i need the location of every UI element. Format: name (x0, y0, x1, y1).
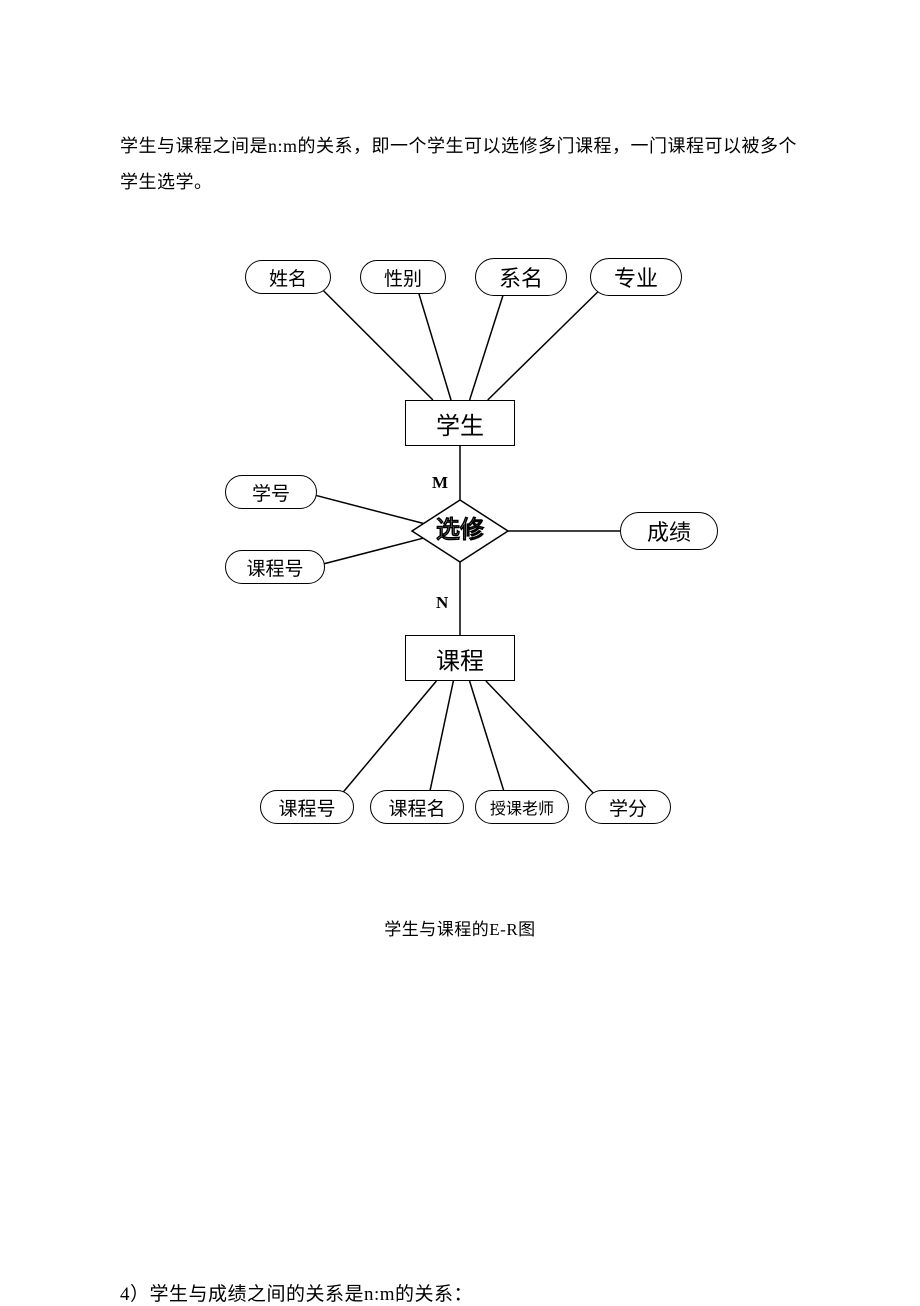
entity-course: 课程 (405, 635, 515, 681)
er-diagram: 选修 M N 学生课程姓名性别系名专业学号课程号成绩课程号课程名授课老师学分 (180, 250, 740, 860)
attribute-a_dept: 系名 (475, 258, 567, 296)
edge (430, 681, 453, 791)
attribute-a_gender: 性别 (360, 260, 446, 294)
entity-student: 学生 (405, 400, 515, 446)
edge (321, 288, 433, 400)
edge (470, 681, 504, 791)
attribute-a_major: 专业 (590, 258, 682, 296)
cardinality-m-label: M (432, 473, 448, 493)
attribute-a_cname: 课程名 (370, 790, 464, 824)
attribute-a_cid_left: 课程号 (225, 550, 325, 584)
diagram-caption: 学生与课程的E-R图 (120, 915, 800, 940)
attribute-a_sid: 学号 (225, 475, 317, 509)
attribute-a_grade: 成绩 (620, 512, 718, 550)
attribute-a_teacher: 授课老师 (475, 790, 569, 824)
attribute-a_cid_bot: 课程号 (260, 790, 354, 824)
edge (488, 289, 601, 400)
cardinality-n-label: N (436, 593, 448, 613)
spacer (120, 940, 800, 1260)
document-page: 学生与课程之间是n:m的关系，即一个学生可以选修多门课程，一门课程可以被多个学生… (0, 0, 920, 1302)
edge (341, 681, 437, 795)
relation-label: 选修 (436, 517, 484, 544)
edge (470, 295, 504, 400)
edge (324, 538, 423, 564)
attribute-a_credit: 学分 (585, 790, 671, 824)
intro-paragraph: 学生与课程之间是n:m的关系，即一个学生可以选修多门课程，一门课程可以被多个学生… (120, 128, 800, 200)
edge (419, 293, 451, 400)
edge (486, 681, 596, 796)
attribute-a_name: 姓名 (245, 260, 331, 294)
edge (316, 495, 424, 523)
